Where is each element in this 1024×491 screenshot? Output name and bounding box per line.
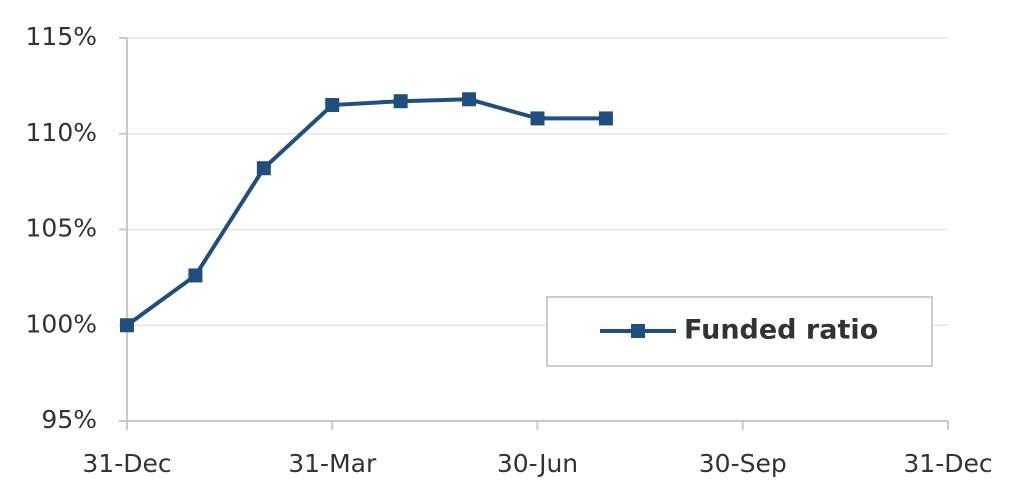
data-point (325, 98, 340, 113)
x-tick-label: 30-Sep (699, 449, 787, 478)
x-tick-label: 31-Mar (288, 449, 377, 478)
data-point (530, 111, 545, 126)
y-tick-label: 95% (41, 405, 97, 434)
y-tick-label: 110% (26, 118, 97, 147)
data-point (256, 161, 271, 176)
legend-label: Funded ratio (684, 315, 878, 346)
data-line (125, 97, 606, 327)
y-tick-label: 115% (26, 22, 97, 51)
data-point (120, 318, 134, 333)
y-tick-label: 105% (26, 214, 97, 243)
x-tick-label: 30-Jun (497, 449, 578, 478)
legend-swatch-marker (631, 324, 645, 338)
x-tick-label: 31-Dec (82, 449, 171, 478)
data-point (188, 268, 203, 283)
legend: Funded ratio (546, 296, 933, 367)
x-tick-label: 31-Dec (903, 449, 992, 478)
data-point (462, 92, 477, 107)
data-point (393, 94, 408, 109)
data-point (598, 111, 613, 126)
y-tick-label: 100% (26, 309, 97, 338)
